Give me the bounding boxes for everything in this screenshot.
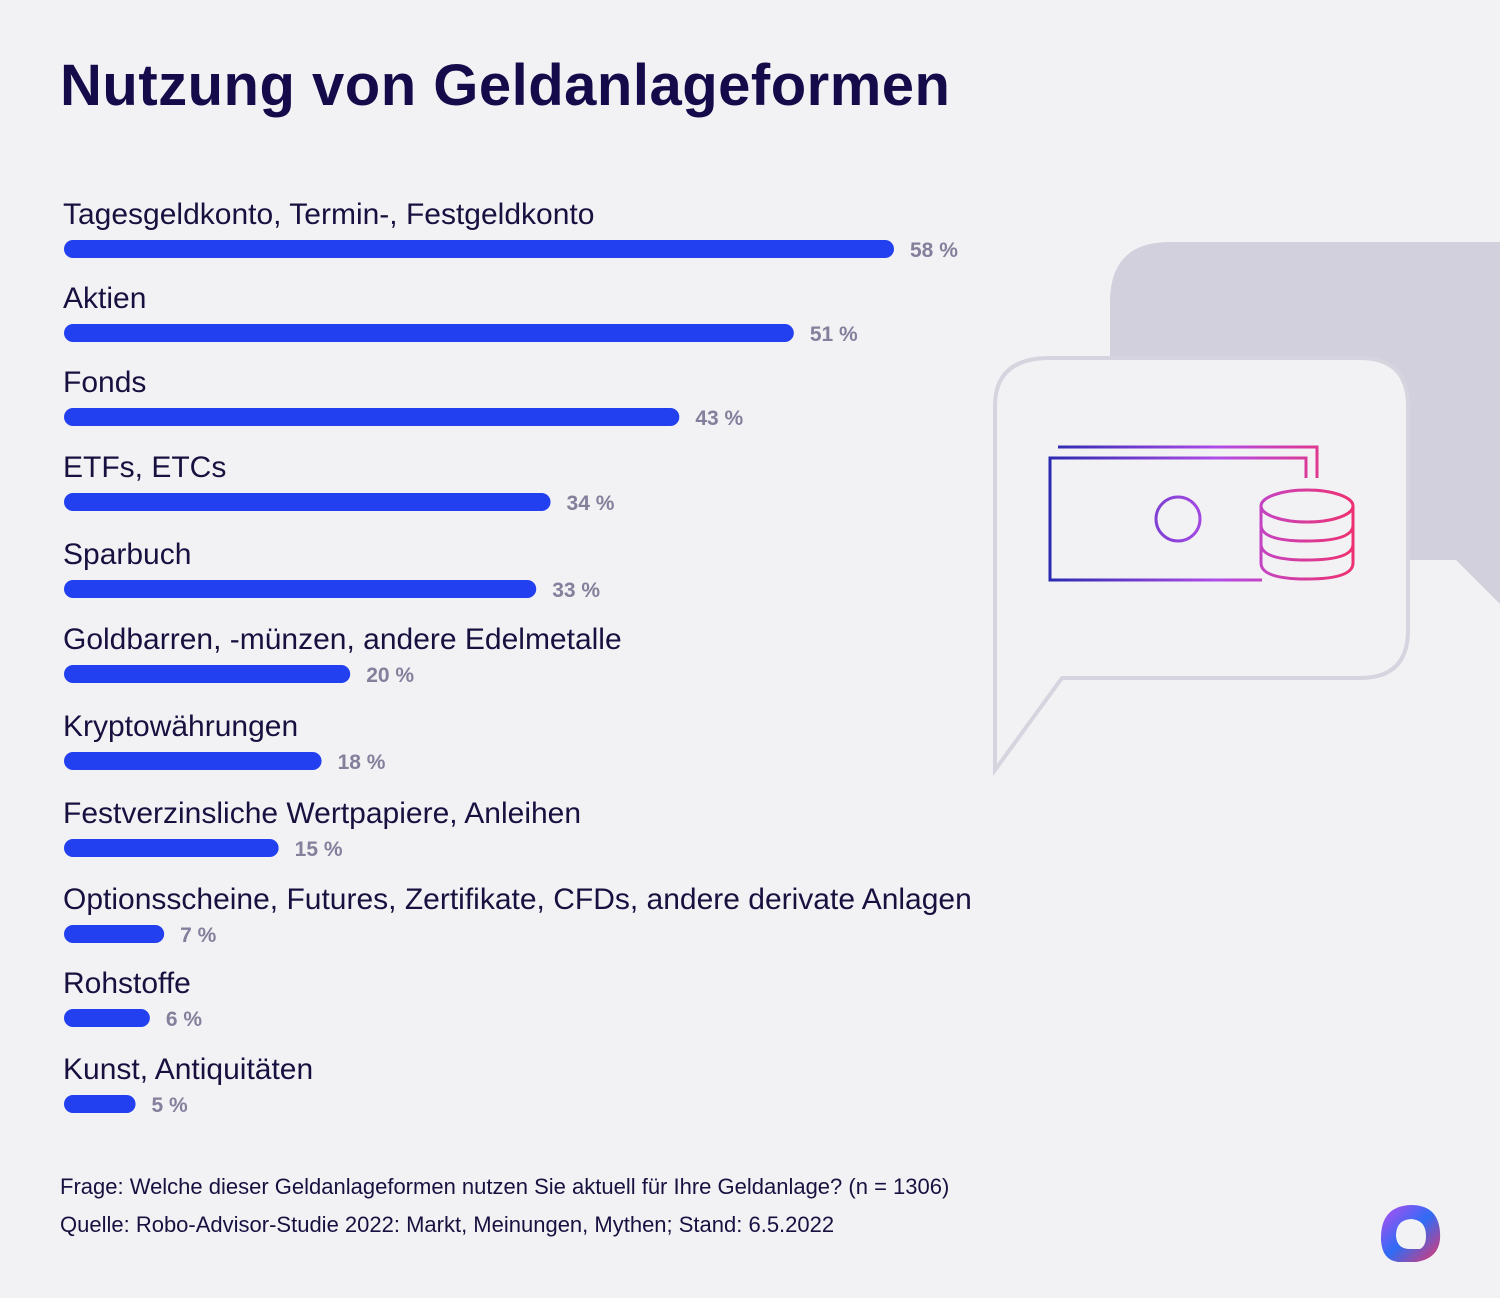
category-label: ETFs, ETCs — [63, 451, 226, 484]
value-label: 5 % — [152, 1094, 189, 1117]
value-label: 15 % — [295, 838, 343, 861]
bar — [64, 925, 165, 943]
bar — [64, 665, 351, 683]
value-label: 18 % — [338, 751, 386, 774]
bar — [64, 580, 537, 598]
category-label: Optionsscheine, Futures, Zertifikate, CF… — [63, 883, 972, 916]
banknote-icon — [1048, 445, 1319, 582]
value-label: 43 % — [695, 407, 743, 430]
category-label: Aktien — [63, 282, 146, 315]
bar-chart: Tagesgeldkonto, Termin-, Festgeldkonto 58… — [63, 198, 972, 1117]
category-label: Fonds — [63, 366, 146, 399]
category-label: Rohstoffe — [63, 967, 191, 1000]
value-label: 58 % — [910, 239, 958, 262]
value-label: 33 % — [552, 579, 600, 602]
value-label: 6 % — [166, 1008, 203, 1031]
bar — [64, 324, 794, 342]
category-label: Sparbuch — [63, 538, 191, 571]
value-label: 34 % — [567, 492, 615, 515]
value-label: 51 % — [810, 323, 858, 346]
value-label: 20 % — [366, 664, 414, 687]
bar — [64, 1009, 150, 1027]
bar — [64, 493, 551, 511]
chart-title: Nutzung von Geldanlageformen — [60, 53, 951, 118]
category-label: Kunst, Antiquitäten — [63, 1053, 313, 1086]
bar — [64, 408, 680, 426]
value-label: 7 % — [180, 924, 217, 947]
brand-logo-icon — [1380, 1205, 1441, 1262]
bar — [64, 240, 894, 258]
footer-source: Quelle: Robo-Advisor-Studie 2022: Markt,… — [60, 1212, 835, 1237]
bar — [64, 752, 322, 770]
bar — [64, 839, 279, 857]
category-label: Kryptowährungen — [63, 710, 298, 743]
category-label: Goldbarren, -münzen, andere Edelmetalle — [63, 623, 622, 656]
bar — [64, 1095, 136, 1113]
footer-question: Frage: Welche dieser Geldanlageformen nu… — [60, 1174, 950, 1199]
coins-icon — [1259, 488, 1355, 581]
category-label: Tagesgeldkonto, Termin-, Festgeldkonto — [63, 198, 594, 231]
category-label: Festverzinsliche Wertpapiere, Anleihen — [63, 797, 581, 830]
